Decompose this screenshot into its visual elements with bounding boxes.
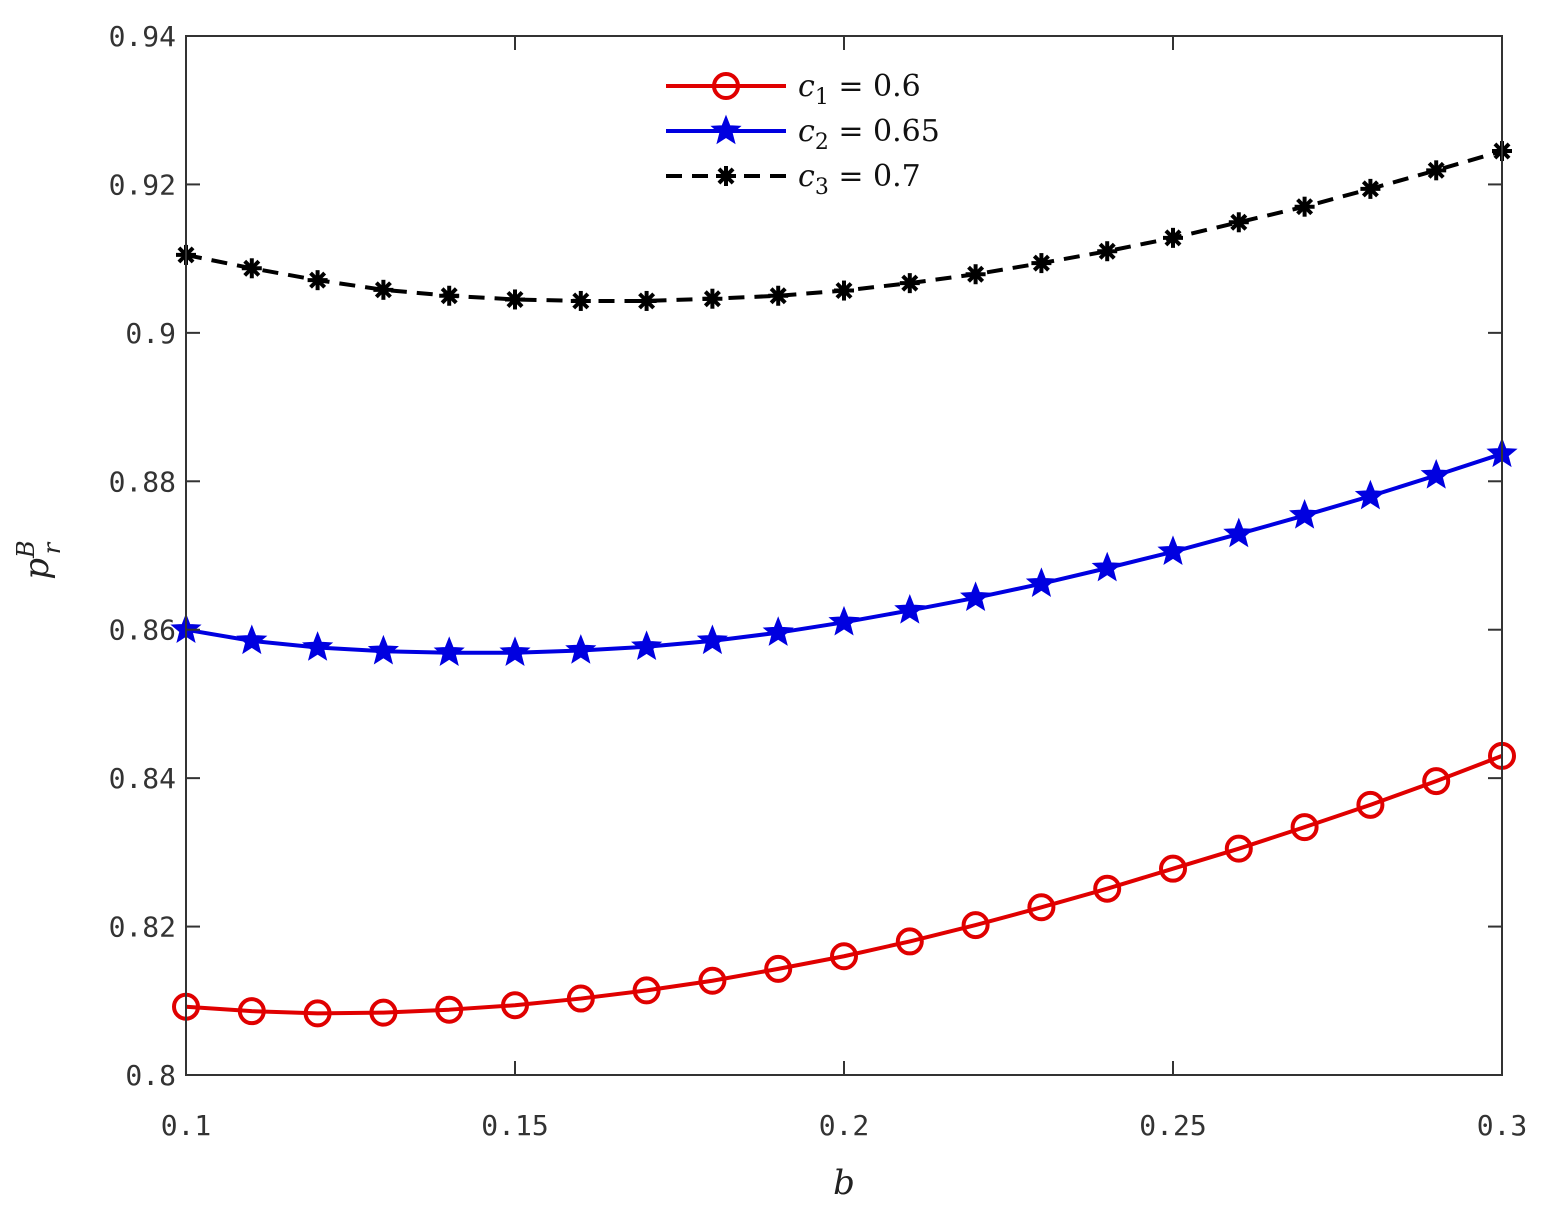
data-point	[764, 954, 793, 983]
y-tick-label: 0.82	[109, 911, 176, 944]
data-point	[302, 631, 334, 661]
data-point	[373, 279, 394, 300]
series-line-1	[185, 754, 1503, 1016]
data-point	[435, 995, 464, 1024]
data-point	[1360, 178, 1381, 199]
legend-entry-1: c1 = 0.6	[666, 69, 921, 110]
data-point	[369, 998, 398, 1027]
legend-marker	[712, 72, 740, 100]
x-tick-label: 0.1	[161, 1109, 212, 1142]
data-point	[236, 624, 268, 655]
data-point	[631, 630, 663, 661]
legend-label: c2 = 0.65	[798, 114, 940, 155]
x-tick-label: 0.3	[1477, 1109, 1528, 1142]
legend-entry-2: c2 = 0.65	[666, 114, 940, 155]
data-point	[566, 984, 595, 1013]
data-point	[894, 594, 926, 624]
data-point	[1163, 227, 1183, 248]
data-point	[830, 942, 858, 971]
data-point	[1289, 499, 1321, 529]
data-point	[570, 290, 591, 311]
data-point	[303, 999, 332, 1028]
series-3	[176, 141, 1512, 311]
data-point	[499, 636, 531, 666]
data-point	[1294, 196, 1315, 217]
legend-marker	[716, 166, 736, 186]
data-point	[1290, 813, 1319, 842]
y-tick-label: 0.84	[109, 762, 176, 795]
y-tick-label: 0.86	[109, 614, 176, 647]
data-point	[698, 966, 727, 995]
data-point	[1097, 241, 1118, 262]
data-point	[696, 624, 728, 655]
legend-entry-3: c3 = 0.7	[666, 159, 921, 200]
legend-label: c3 = 0.7	[798, 159, 921, 200]
data-point	[565, 634, 597, 664]
data-point	[762, 616, 794, 646]
data-point	[899, 273, 920, 294]
y-tick-label: 0.8	[125, 1059, 176, 1092]
data-point	[1093, 874, 1122, 903]
y-tick-label: 0.9	[125, 317, 176, 350]
data-point	[834, 280, 854, 301]
data-point	[828, 605, 860, 636]
data-point	[895, 927, 924, 956]
data-point	[1031, 253, 1052, 274]
x-tick-label: 0.2	[819, 1109, 870, 1142]
data-point	[1159, 854, 1187, 883]
data-point	[505, 289, 525, 310]
data-point	[1422, 767, 1451, 796]
data-point	[1224, 834, 1253, 863]
data-point	[1223, 517, 1255, 548]
axis-ticks: 0.1 0.15 0.2 0.25 0.3 0.8 0.82 0.84 0.86 0.88 0.9 0…	[109, 20, 1528, 1142]
data-point	[367, 634, 399, 665]
data-point	[1356, 790, 1385, 819]
data-point	[307, 270, 328, 291]
data-point	[1025, 567, 1057, 597]
data-point	[1228, 212, 1249, 233]
series-layer	[170, 141, 1518, 1028]
x-axis-label: b	[833, 1163, 855, 1203]
data-point	[439, 285, 460, 306]
legend-marker	[710, 114, 742, 145]
data-point	[1091, 551, 1123, 582]
y-axis-label: pBr	[12, 540, 66, 579]
data-point	[1354, 479, 1386, 510]
y-tick-label: 0.92	[109, 168, 176, 201]
data-point	[1420, 458, 1452, 489]
data-point	[237, 997, 266, 1026]
data-point	[632, 976, 661, 1005]
data-point	[433, 636, 465, 666]
x-tick-label: 0.25	[1139, 1109, 1206, 1142]
data-point	[960, 581, 992, 612]
data-point	[1426, 160, 1447, 181]
data-point	[501, 991, 529, 1020]
data-point	[636, 290, 657, 311]
data-point	[1157, 535, 1189, 566]
x-tick-label: 0.15	[481, 1109, 548, 1142]
data-point	[768, 285, 789, 306]
series-1	[172, 741, 1516, 1028]
data-point	[961, 911, 990, 940]
data-point	[1027, 893, 1056, 922]
y-tick-label: 0.88	[109, 465, 176, 498]
legend-label: c1 = 0.6	[798, 69, 921, 110]
data-point	[702, 288, 723, 309]
data-point	[241, 258, 262, 279]
y-tick-label: 0.94	[109, 20, 176, 53]
data-point	[965, 264, 986, 285]
